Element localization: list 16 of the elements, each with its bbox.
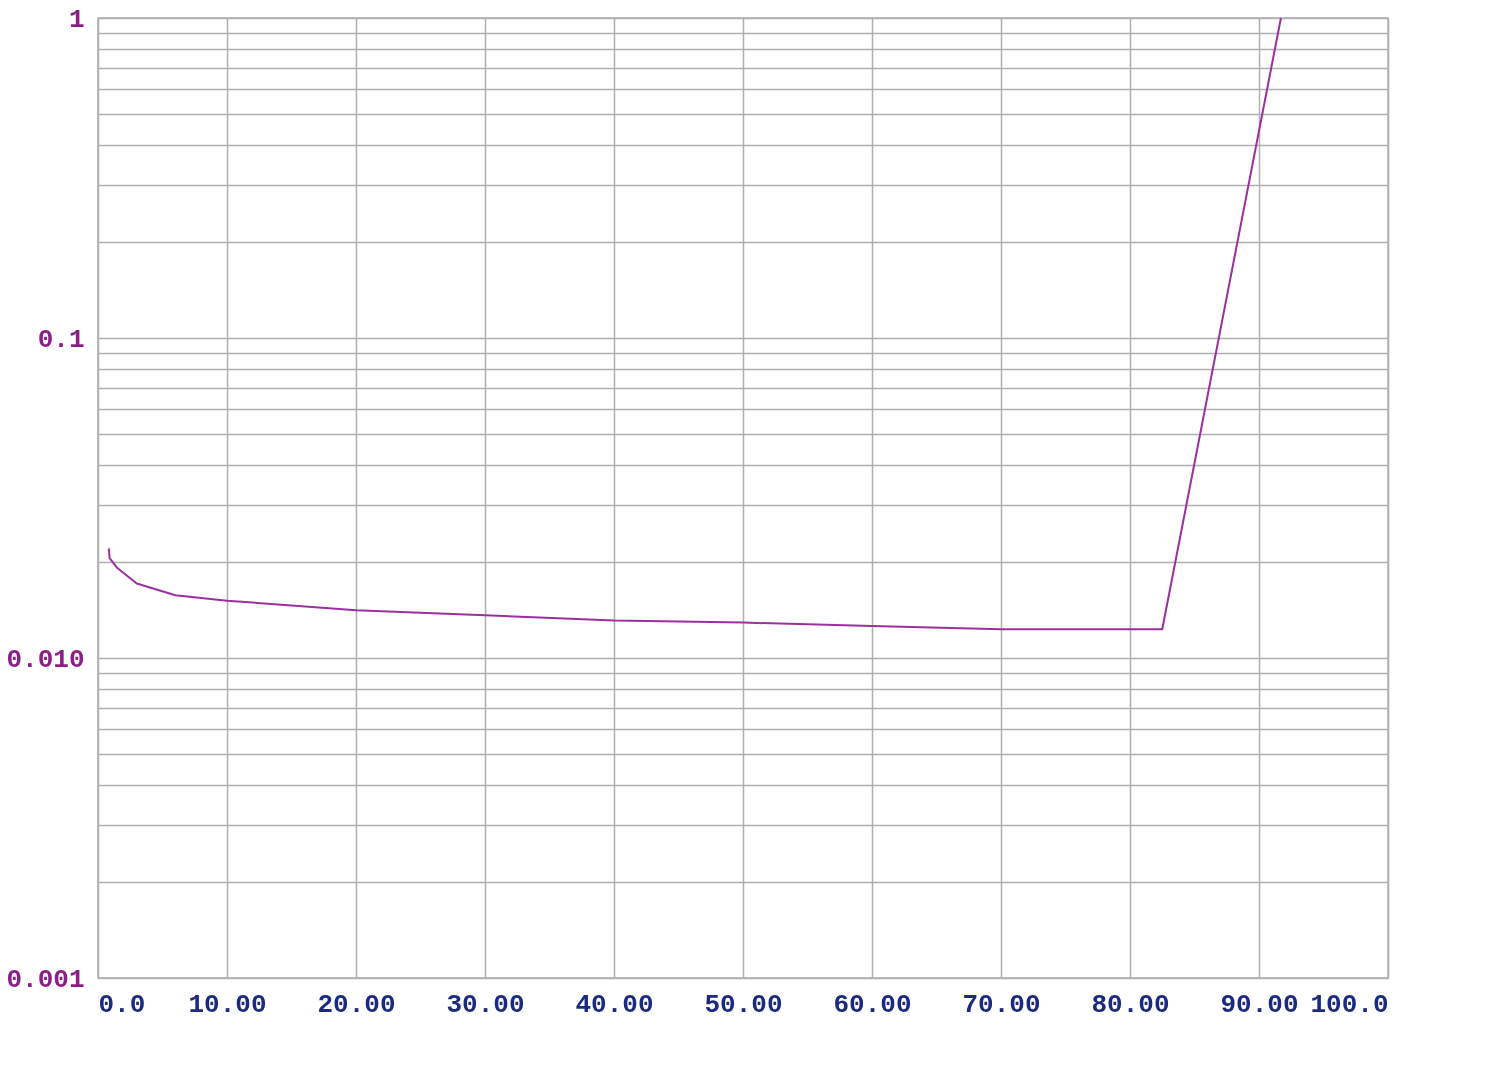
x-tick-label: 70.00 [962,989,1041,1020]
y-tick-label: 0.010 [6,644,85,675]
x-tick-label: 60.00 [833,989,912,1020]
x-tick-label: 100.0 [1310,989,1389,1020]
y-tick-label: 0.001 [6,964,85,995]
line-series [107,17,1282,631]
x-tick-label: 0.0 [98,989,146,1020]
x-tick-label: 90.00 [1220,989,1299,1020]
x-tick-label: 50.00 [704,989,783,1020]
x-tick-label: 80.00 [1091,989,1170,1020]
x-tick-label: 10.00 [188,989,267,1020]
y-tick-label: 1 [68,4,85,35]
y-tick-label: 0.1 [37,324,85,355]
x-tick-label: 40.00 [575,989,654,1020]
x-tick-label: 30.00 [446,989,525,1020]
x-tick-label: 20.00 [317,989,396,1020]
